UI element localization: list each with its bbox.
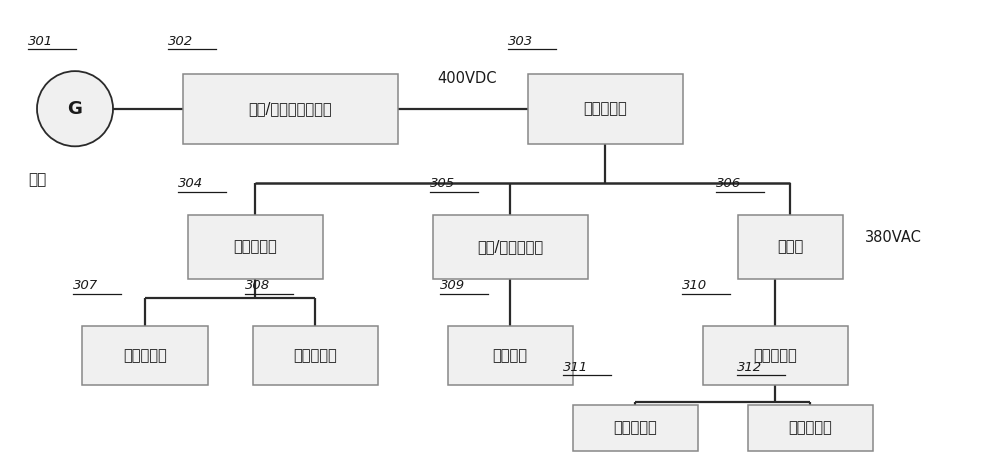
- Text: 307: 307: [73, 279, 98, 292]
- Bar: [528, 73, 682, 144]
- Text: 302: 302: [168, 34, 193, 48]
- Text: G: G: [68, 100, 82, 118]
- Text: 304: 304: [178, 177, 203, 190]
- Text: 直流充电桩: 直流充电桩: [293, 348, 337, 363]
- Ellipse shape: [37, 71, 113, 146]
- Text: 交流充电桩: 交流充电桩: [788, 420, 832, 436]
- Text: 储能单元: 储能单元: [492, 348, 528, 363]
- Text: 380VAC: 380VAC: [865, 230, 922, 246]
- Text: 306: 306: [716, 177, 741, 190]
- Bar: [252, 326, 378, 385]
- Text: 400VDC: 400VDC: [437, 71, 497, 86]
- Bar: [702, 326, 848, 385]
- Text: 交流充电柜: 交流充电柜: [753, 348, 797, 363]
- Text: 交流充电桩: 交流充电桩: [613, 420, 657, 436]
- Text: 直流充电桩: 直流充电桩: [123, 348, 167, 363]
- Bar: [182, 73, 398, 144]
- Text: 303: 303: [508, 34, 533, 48]
- Text: 309: 309: [440, 279, 465, 292]
- Bar: [572, 405, 698, 451]
- Bar: [82, 326, 208, 385]
- Text: 312: 312: [737, 361, 762, 374]
- Bar: [432, 215, 588, 279]
- Bar: [448, 326, 572, 385]
- Text: 308: 308: [245, 279, 270, 292]
- Text: 直流/直流变换器: 直流/直流变换器: [477, 239, 543, 255]
- Bar: [748, 405, 872, 451]
- Text: 311: 311: [563, 361, 588, 374]
- Text: 直流充电柜: 直流充电柜: [233, 239, 277, 255]
- Text: 305: 305: [430, 177, 455, 190]
- Text: 301: 301: [28, 34, 53, 48]
- Text: 交流/直流固态变压器: 交流/直流固态变压器: [248, 101, 332, 116]
- Text: 直流配电柜: 直流配电柜: [583, 101, 627, 116]
- Text: 逆变器: 逆变器: [777, 239, 803, 255]
- Text: 310: 310: [682, 279, 707, 292]
- Bar: [738, 215, 842, 279]
- Bar: [188, 215, 322, 279]
- Text: 电网: 电网: [28, 172, 46, 187]
